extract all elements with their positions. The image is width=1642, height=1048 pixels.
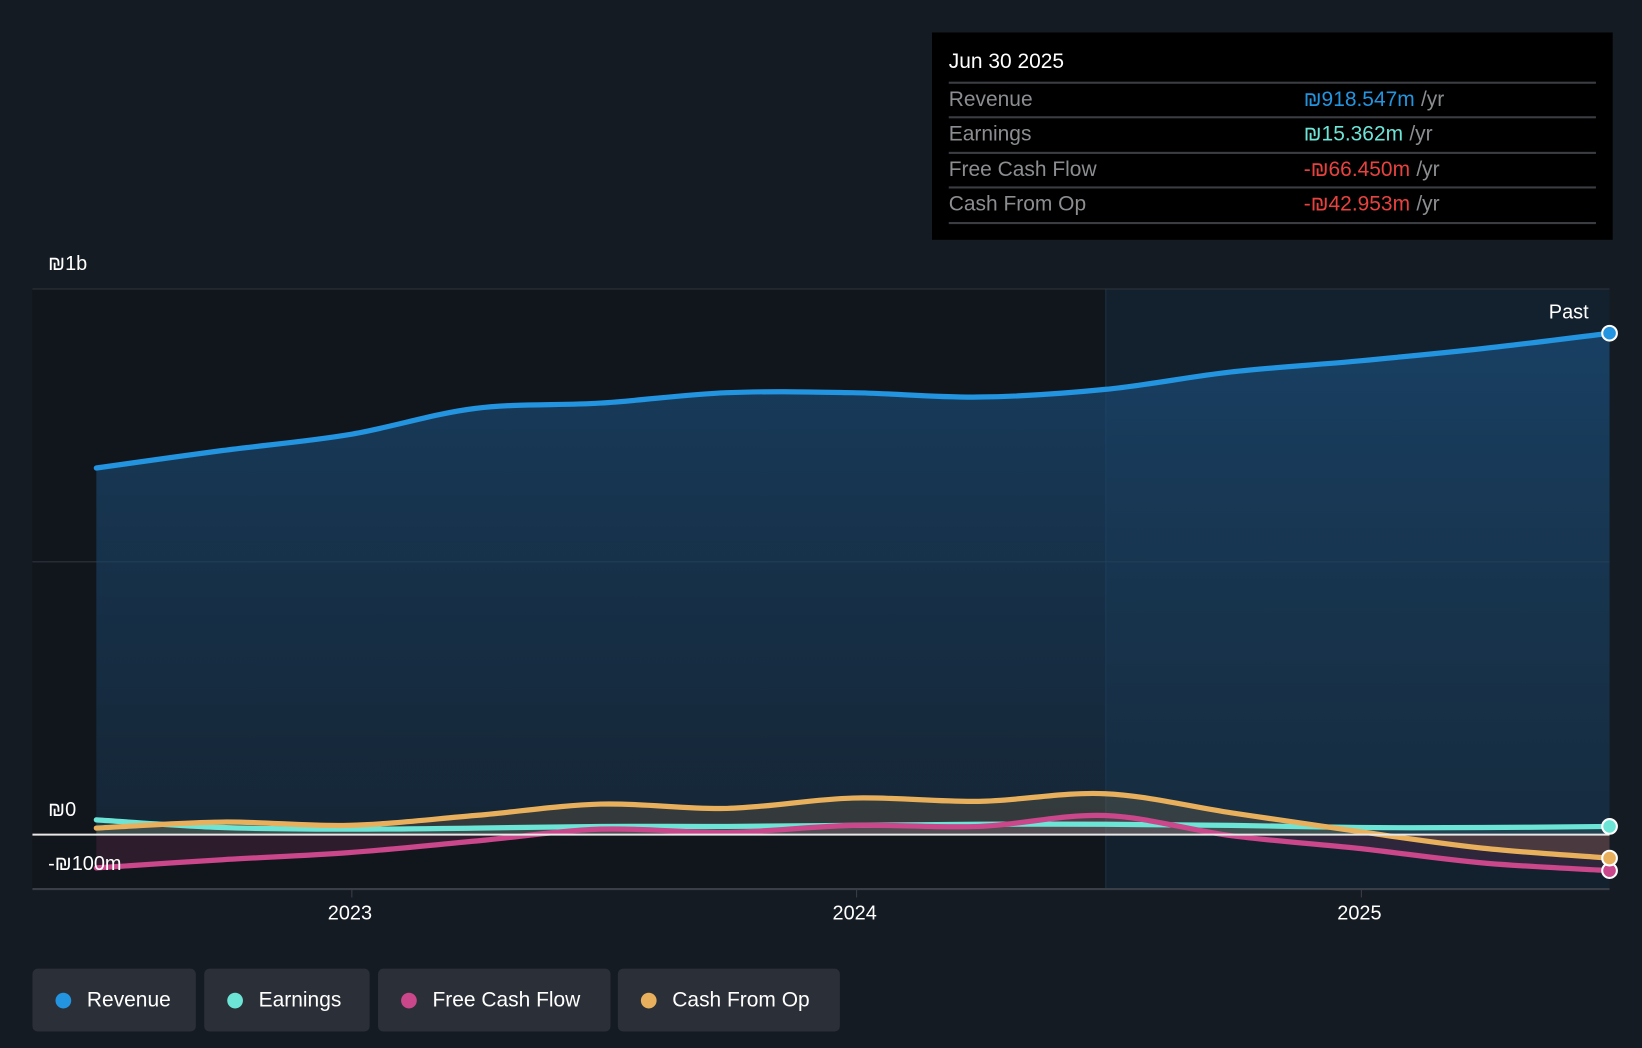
tooltip-row-revenue: Revenue ₪918.547m/yr: [948, 81, 1596, 119]
tooltip-row-free-cash-flow: Free Cash Flow -₪66.450m/yr: [948, 151, 1596, 189]
y-tick-label: -₪100m: [48, 853, 122, 876]
legend-dot-icon: [55, 992, 72, 1008]
tooltip-label: Free Cash Flow: [948, 158, 1097, 182]
legend-label: Revenue: [86, 988, 171, 1012]
tooltip-value: -₪66.450m: [1303, 158, 1411, 182]
legend-dot-icon: [401, 992, 417, 1008]
tooltip-value: -₪42.953m: [1303, 192, 1411, 216]
legend-item-revenue[interactable]: Revenue: [32, 968, 196, 1032]
legend-dot-icon: [640, 992, 657, 1008]
tooltip-unit: /yr: [1416, 192, 1440, 216]
tooltip-unit: /yr: [1420, 87, 1445, 112]
revenue-line: [93, 330, 1613, 471]
x-tick-label: 2024: [832, 902, 877, 925]
y-tick-label: ₪1b: [48, 253, 88, 276]
past-annotation: Past: [1548, 301, 1589, 324]
legend-item-earnings[interactable]: Earnings: [204, 968, 370, 1032]
tooltip-row-cash-from-op: Cash From Op -₪42.953m/yr: [948, 186, 1596, 223]
legend-item-free-cash-flow[interactable]: Free Cash Flow: [378, 968, 611, 1032]
y-tick-label: ₪0: [48, 799, 77, 822]
legend-item-cash-from-op[interactable]: Cash From Op: [617, 968, 840, 1032]
tooltip-row-earnings: Earnings ₪15.362m/yr: [948, 116, 1596, 153]
earnings-endpoint-marker: [1601, 818, 1618, 835]
data-tooltip: Jun 30 2025 Revenue ₪918.547m/yr Earning…: [932, 32, 1613, 240]
legend-label: Cash From Op: [672, 988, 810, 1012]
revenue-endpoint-marker: [1601, 324, 1618, 342]
cash-from-op-endpoint-marker: [1601, 849, 1618, 867]
tooltip-value: ₪15.362m: [1303, 122, 1404, 146]
tooltip-label: Cash From Op: [948, 192, 1087, 216]
tooltip-divider: [948, 222, 1596, 225]
tooltip-label: Revenue: [948, 87, 1033, 112]
legend-label: Free Cash Flow: [432, 988, 581, 1012]
x-tick-label: 2023: [327, 902, 373, 925]
cash-from-op-line: [93, 790, 1613, 861]
legend-dot-icon: [227, 992, 243, 1008]
revenue-area: [96, 333, 1610, 835]
x-tick-label: 2025: [1337, 902, 1382, 925]
free-cash-flow-line: [93, 812, 1613, 874]
tooltip-unit: /yr: [1409, 122, 1433, 146]
tooltip-value: ₪918.547m: [1303, 87, 1415, 112]
legend-label: Earnings: [258, 988, 342, 1012]
tooltip-date: Jun 30 2025: [948, 50, 1065, 74]
tooltip-label: Earnings: [948, 122, 1032, 146]
tooltip-unit: /yr: [1416, 158, 1440, 182]
